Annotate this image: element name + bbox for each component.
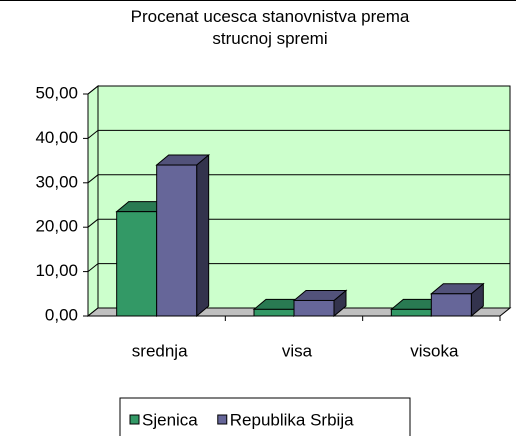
y-tick-label: 50,00 xyxy=(35,83,78,102)
bar xyxy=(253,308,295,317)
legend-swatch xyxy=(129,414,140,425)
grid-line-side xyxy=(87,174,99,184)
x-tick-label: visa xyxy=(282,341,313,360)
legend-box xyxy=(119,397,411,436)
bar xyxy=(116,211,158,317)
grid-line-side xyxy=(87,218,99,228)
legend: Sjenica Republika Srbija xyxy=(119,397,411,436)
legend-swatch xyxy=(217,414,228,425)
legend-label: Republika Srbija xyxy=(230,410,354,429)
x-tick-label: srednja xyxy=(132,341,188,360)
bar xyxy=(156,164,198,317)
bar xyxy=(430,293,472,317)
side-wall xyxy=(87,84,99,318)
y-tick-label: 20,00 xyxy=(35,217,78,236)
y-tick-label: 40,00 xyxy=(35,128,78,147)
grid-line-side xyxy=(87,130,99,139)
bar-side xyxy=(196,153,210,318)
chart-title: Procenat ucesca stanovnistva prema struc… xyxy=(130,7,410,48)
y-tick-label: 0,00 xyxy=(45,305,78,324)
x-tick-label: visoka xyxy=(410,341,459,360)
y-tick-label: 30,00 xyxy=(35,172,78,191)
legend-label: Sjenica xyxy=(142,410,198,429)
y-tick-label: 10,00 xyxy=(35,261,78,280)
bar xyxy=(293,299,335,317)
grid-line-side xyxy=(87,85,99,95)
grid-line-side xyxy=(87,263,99,272)
bar xyxy=(390,308,432,317)
